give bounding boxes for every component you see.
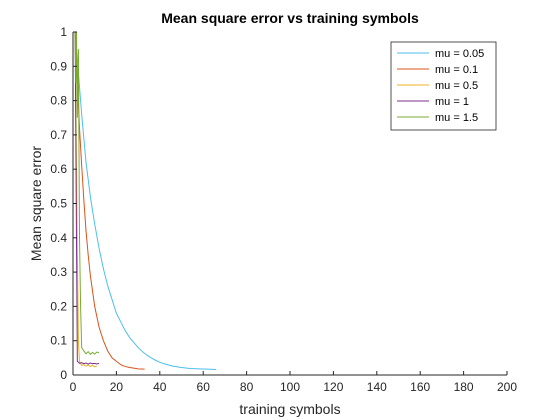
y-tick-label: 0.5 (50, 197, 67, 211)
y-tick-label: 0.8 (50, 94, 67, 108)
ticks: 0 20 40 60 80 100 120 140 160 180 200 0 0.1 0.2 0.3 0.4… (50, 25, 517, 394)
y-tick-label: 0.4 (50, 231, 67, 245)
x-tick-label: 180 (454, 380, 474, 394)
x-tick-label: 80 (240, 380, 254, 394)
x-tick-label: 0 (70, 380, 77, 394)
series-line-2 (74, 31, 145, 370)
chart-title: Mean square error vs training symbols (161, 10, 419, 26)
legend-label-4: mu = 1 (435, 96, 469, 108)
series-line-4 (74, 31, 100, 365)
series-lines (74, 31, 217, 371)
legend: mu = 0.05 mu = 0.1 mu = 0.5 mu = 1 mu = 1.5 (390, 41, 497, 131)
legend-label-2: mu = 0.1 (435, 64, 478, 76)
y-tick-label: 0.2 (50, 299, 67, 313)
legend-label-1: mu = 0.05 (435, 48, 484, 60)
legend-label-5: mu = 1.5 (435, 112, 478, 124)
x-tick-label: 40 (153, 380, 167, 394)
x-tick-label: 140 (367, 380, 387, 394)
x-tick-label: 200 (497, 380, 517, 394)
y-tick-label: 0.1 (50, 334, 67, 348)
x-tick-label: 60 (197, 380, 211, 394)
legend-box (390, 41, 497, 131)
y-tick-label: 0.9 (50, 59, 67, 73)
x-tick-label: 120 (323, 380, 343, 394)
legend-label-3: mu = 0.5 (435, 80, 478, 92)
y-tick-label: 0 (60, 368, 67, 382)
x-tick-label: 100 (280, 380, 300, 394)
x-tick-label: 20 (110, 380, 124, 394)
series-line-3 (74, 31, 98, 368)
y-tick-label: 0.6 (50, 162, 67, 176)
y-axis-label: Mean square error (28, 146, 44, 262)
y-tick-label: 1 (60, 25, 67, 39)
x-axis-label: training symbols (239, 401, 340, 417)
y-tick-label: 0.3 (50, 265, 67, 279)
series-line-5 (74, 31, 100, 356)
series-line-1 (74, 31, 217, 371)
x-tick-label: 160 (410, 380, 430, 394)
y-tick-label: 0.7 (50, 128, 67, 142)
